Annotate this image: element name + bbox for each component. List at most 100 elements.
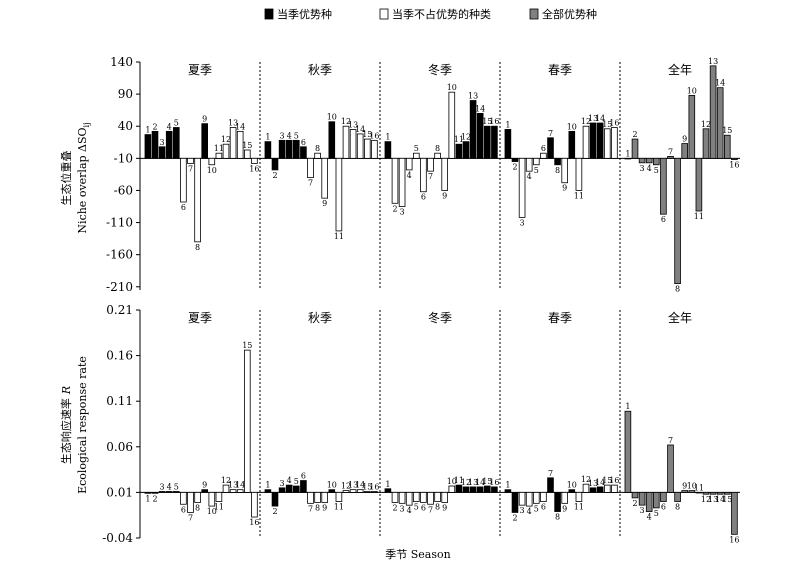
- bar: [731, 157, 738, 161]
- bar: [695, 491, 703, 494]
- bar-label: 2: [512, 513, 517, 522]
- bar: [201, 123, 209, 159]
- bar-label: 1: [505, 481, 510, 490]
- bar: [356, 133, 364, 159]
- bar-label: 8: [675, 503, 680, 512]
- bar: [582, 125, 590, 159]
- bar: [462, 141, 470, 159]
- bar: [582, 483, 590, 493]
- season-label: 夏季: [188, 311, 212, 325]
- bar: [709, 65, 717, 159]
- bar: [328, 121, 336, 159]
- bar: [568, 130, 576, 159]
- bar: [667, 156, 674, 159]
- bar: [229, 127, 237, 159]
- bar-label: 11: [694, 212, 704, 221]
- bar: [271, 491, 279, 507]
- bar-label: 7: [188, 164, 193, 173]
- bar-label: 8: [195, 503, 200, 512]
- bar: [688, 490, 696, 493]
- legend-label-nondominant: 当季不占优势的种类: [392, 7, 491, 21]
- season-label: 夏季: [188, 63, 212, 77]
- bar: [434, 152, 441, 159]
- bar: [491, 125, 498, 159]
- bar: [251, 491, 258, 518]
- bar-label: 14: [355, 481, 365, 490]
- bar: [187, 491, 194, 513]
- bar: [144, 134, 152, 159]
- bar-label: 15: [482, 117, 492, 126]
- bar-label: 8: [435, 503, 440, 512]
- bar-label: 8: [315, 503, 320, 512]
- bar: [208, 157, 216, 166]
- bar: [709, 491, 717, 495]
- bar: [412, 152, 420, 159]
- bar: [151, 491, 159, 494]
- bar-label: 12: [461, 133, 471, 142]
- bar: [398, 491, 406, 504]
- bar: [180, 491, 187, 505]
- bottom-ylabel: 生态响应速率 R Ecological response rate: [59, 356, 89, 494]
- legend-label-annual: 全部优势种: [542, 7, 597, 21]
- bar: [638, 491, 646, 506]
- bar: [356, 489, 364, 493]
- bar: [518, 157, 526, 218]
- bar-label: 12: [581, 475, 591, 484]
- season-label: 春季: [548, 63, 572, 77]
- y-tick-label: 0.21: [106, 303, 133, 317]
- bar-label: 11: [574, 503, 584, 512]
- bar: [448, 485, 456, 493]
- bar: [631, 491, 639, 499]
- bar-label: 7: [668, 436, 673, 445]
- bar-label: 9: [202, 481, 207, 490]
- bar-label: 3: [400, 208, 405, 217]
- bar-label: 15: [362, 130, 372, 139]
- bar: [335, 491, 343, 502]
- season-label: 冬季: [428, 62, 452, 77]
- bar: [702, 128, 710, 159]
- bar-label: 1: [145, 494, 150, 503]
- bar: [455, 484, 463, 493]
- top-ylabel-en-main: Niche overlap ΔSO: [76, 127, 89, 233]
- top-ylabel-zh: 生态位重叠: [59, 151, 73, 206]
- y-tick-label: 40: [118, 119, 133, 133]
- bar-label: 9: [322, 199, 327, 208]
- bar: [264, 489, 272, 493]
- bar: [540, 152, 547, 159]
- bar-label: 15: [242, 141, 252, 150]
- bar-label: 9: [562, 504, 567, 513]
- bar-label: 8: [555, 513, 560, 522]
- bar: [511, 157, 519, 162]
- bar: [441, 491, 448, 503]
- bar-label: 3: [640, 164, 645, 173]
- bar-label: 12: [221, 135, 231, 144]
- bar-label: 6: [541, 144, 546, 153]
- bar: [533, 157, 540, 166]
- bar: [540, 491, 547, 502]
- bar: [624, 157, 632, 160]
- bar-label: 3: [160, 138, 165, 147]
- bar: [158, 146, 166, 159]
- bar-label: 3: [160, 482, 165, 491]
- bar: [236, 489, 244, 493]
- bar: [215, 491, 223, 502]
- bar-label: 13: [468, 92, 478, 101]
- bar: [525, 157, 533, 172]
- y-tick-label: 0.01: [106, 485, 133, 499]
- bar-label: 11: [214, 503, 224, 512]
- bar: [151, 130, 159, 159]
- bar-label: 4: [287, 131, 292, 140]
- bar-label: 8: [435, 144, 440, 153]
- bar: [307, 157, 314, 179]
- bar: [596, 122, 604, 159]
- bar-label: 15: [602, 476, 612, 485]
- season-label: 全年: [668, 62, 692, 77]
- bar-label: 9: [442, 503, 447, 512]
- top-ylabel: 生态位重叠 Niche overlap ΔSOij: [59, 122, 91, 233]
- bar-label: 10: [207, 507, 217, 516]
- bar-label: 9: [562, 184, 567, 193]
- bar: [335, 157, 343, 232]
- bar-label: 2: [272, 507, 277, 516]
